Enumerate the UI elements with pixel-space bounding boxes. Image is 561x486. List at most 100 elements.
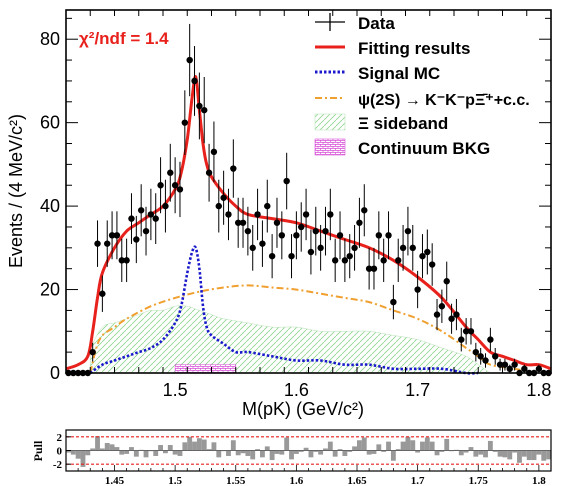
data-point: [395, 238, 402, 283]
pull-bar: [114, 447, 120, 451]
pull-bar: [468, 447, 474, 451]
legend-label-psi2s: ψ(2S) → K⁻K⁻pΞ̄⁺+c.c.: [358, 92, 530, 109]
data-point: [298, 202, 305, 252]
legend-label-data: Data: [358, 14, 395, 33]
data-point: [147, 188, 155, 241]
pull-x-tick-label: 1.45: [105, 475, 125, 486]
data-point: [380, 238, 387, 283]
pull-bar: [347, 450, 353, 452]
data-point: [448, 303, 455, 334]
pull-bar: [357, 440, 362, 451]
pull-bar: [352, 446, 357, 451]
legend-label-fit: Fitting results: [358, 39, 470, 58]
pull-bar: [196, 438, 202, 451]
data-point: [89, 342, 96, 362]
y-tick-label: 0: [50, 363, 60, 383]
legend: Data Fitting results Signal MC ψ(2S) → K…: [314, 13, 530, 158]
pull-bar: [308, 450, 314, 458]
y-tick-label: 60: [40, 113, 60, 133]
pull-bar: [90, 448, 96, 451]
pull-bar: [487, 440, 493, 451]
x-axis-label: M(pK) (GeV/c²): [242, 399, 364, 419]
data-point: [467, 318, 475, 345]
pull-bar: [361, 437, 367, 451]
pull-bar: [129, 447, 134, 451]
data-point: [477, 347, 484, 365]
pull-y-tick-label: 2: [57, 432, 63, 444]
data-point: [162, 179, 169, 233]
pull-bar: [104, 442, 110, 451]
data-point: [375, 211, 383, 260]
pull-bar: [376, 444, 382, 451]
data-point: [385, 211, 392, 260]
pull-bar: [206, 449, 212, 451]
data-point: [390, 284, 397, 320]
legend-label-continuum: Continuum BKG: [358, 139, 490, 158]
pull-bar: [298, 450, 304, 452]
pull-bar: [153, 450, 159, 456]
data-point: [496, 358, 504, 371]
pull-reference-lines: [66, 436, 551, 465]
data-point: [176, 161, 184, 218]
pull-x-tick-label: 1.6: [290, 475, 304, 486]
pull-bar: [473, 450, 479, 457]
data-point: [404, 206, 412, 256]
pull-bar: [434, 450, 440, 456]
data-point: [133, 215, 140, 264]
data-point: [482, 353, 489, 368]
pull-bar: [366, 450, 372, 455]
pull-bar: [371, 450, 377, 454]
pull-bar: [449, 450, 454, 452]
pull-bar: [483, 450, 488, 458]
data-point: [361, 184, 368, 237]
pull-bar: [250, 450, 256, 460]
pull-bar: [99, 448, 105, 451]
data-point: [94, 220, 101, 267]
pull-bar: [95, 436, 100, 451]
data-point: [307, 229, 315, 275]
data-point: [327, 188, 334, 241]
pull-bar: [444, 438, 450, 451]
pull-bar: [313, 450, 319, 452]
pull-bar: [318, 450, 324, 455]
data-point: [167, 143, 174, 202]
pull-bar: [226, 450, 231, 456]
pull-bar: [536, 450, 542, 455]
pull-bar: [327, 441, 333, 451]
data-point: [278, 211, 286, 260]
legend-label-xi-sideband: Ξ sideband: [358, 114, 448, 133]
data-point: [171, 157, 179, 214]
data-point: [511, 358, 518, 371]
data-point: [210, 121, 218, 183]
data-point: [244, 206, 252, 256]
data-point: [317, 224, 324, 271]
data-point: [118, 238, 125, 283]
y-tick-label: 20: [40, 280, 60, 300]
data-point: [283, 152, 290, 210]
data-point: [438, 289, 446, 323]
pull-bars: [66, 436, 551, 467]
pull-bar: [119, 450, 125, 455]
data-point: [186, 23, 193, 97]
data-point: [137, 184, 145, 237]
pull-bar: [172, 450, 178, 455]
data-point: [302, 188, 310, 241]
data-point: [356, 197, 363, 248]
pull-bar: [405, 436, 411, 451]
data-point: [196, 72, 203, 140]
data-point: [113, 211, 121, 260]
data-point: [142, 206, 150, 256]
pull-bar: [279, 450, 285, 455]
pull-bar: [230, 440, 236, 451]
x-tick-label: 1.8: [526, 380, 551, 400]
pull-bar: [66, 450, 71, 453]
pull-bar: [109, 444, 115, 451]
pull-x-tick-label: 1.55: [226, 475, 246, 486]
data-point: [521, 364, 528, 373]
pull-bar: [507, 450, 513, 460]
pull-bar: [80, 450, 86, 467]
pull-bar: [492, 450, 498, 452]
data-points: [65, 23, 552, 377]
pull-bar: [70, 450, 76, 455]
pull-bar: [303, 447, 309, 451]
